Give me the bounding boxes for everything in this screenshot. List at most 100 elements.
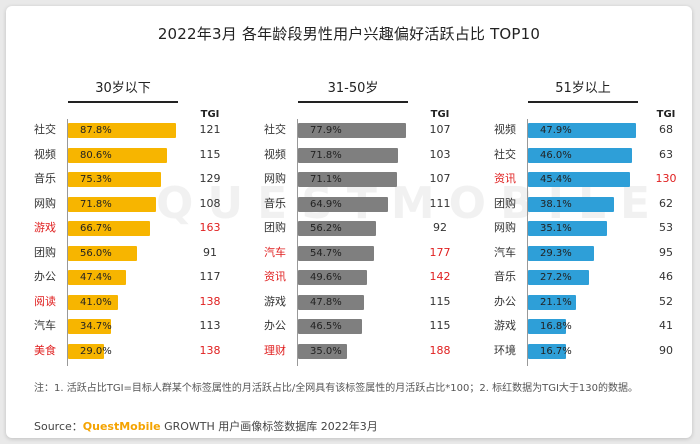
bar-value-label: 77.9%: [310, 125, 342, 136]
bar-value-label: 75.3%: [80, 174, 112, 185]
tgi-value: 188: [429, 343, 451, 357]
tgi-value: 46: [659, 270, 673, 283]
category-label: 社交: [264, 123, 286, 136]
bar-value-label: 35.0%: [310, 345, 342, 357]
category-label: 办公: [494, 294, 516, 308]
data-bar: [528, 221, 608, 236]
bar-value-label: 21.1%: [540, 296, 572, 308]
category-label: 网购: [34, 196, 56, 210]
category-label: 办公: [264, 319, 286, 332]
data-bar: [68, 319, 111, 334]
data-bar: [528, 294, 576, 310]
data-bar: [68, 123, 176, 138]
category-label: 社交: [494, 147, 516, 161]
tgi-value: 129: [199, 172, 221, 185]
tgi-value: 63: [659, 147, 673, 161]
data-bar: [68, 245, 137, 261]
category-label: 办公: [34, 270, 56, 283]
data-bar: [298, 196, 388, 212]
source-line: Source：QuestMobile GROWTH 用户画像标签数据库 2022…: [34, 418, 378, 434]
tgi-value: 115: [199, 147, 221, 161]
category-label: 团购: [34, 245, 56, 259]
category-label: 理财: [264, 343, 286, 357]
tgi-value: 177: [429, 245, 451, 259]
tgi-value: 138: [199, 343, 221, 357]
bar-value-label: 71.1%: [310, 174, 342, 185]
tgi-value: 115: [429, 319, 451, 332]
tgi-value: 130: [655, 172, 677, 185]
data-bar: [528, 245, 595, 261]
data-bar: [68, 221, 151, 236]
data-bar: [528, 196, 614, 212]
tgi-header: TGI: [430, 109, 450, 120]
data-bar: [528, 172, 631, 187]
bar-value-label: 34.7%: [80, 321, 112, 332]
data-bar: [528, 270, 590, 285]
tgi-value: 95: [659, 245, 673, 259]
bar-value-label: 46.0%: [540, 149, 572, 161]
category-label: 网购: [264, 172, 286, 185]
panel-title-underline: [298, 101, 408, 103]
bar-value-label: 80.6%: [80, 149, 112, 161]
data-bar: [68, 196, 157, 212]
tgi-value: 107: [429, 172, 451, 185]
tgi-value: 68: [659, 123, 673, 136]
bar-value-label: 41.0%: [80, 296, 112, 308]
bar-value-label: 46.5%: [310, 321, 342, 332]
data-bar: [528, 319, 566, 334]
data-bar: [68, 270, 127, 285]
data-bar: [68, 147, 168, 163]
data-bar: [298, 147, 398, 163]
bar-value-label: 29.3%: [540, 247, 572, 259]
category-label: 游戏: [494, 319, 516, 332]
category-axis-line: [297, 119, 298, 366]
data-bar: [298, 123, 406, 138]
category-label: 汽车: [264, 245, 286, 259]
tgi-value: 142: [429, 270, 451, 283]
bar-value-label: 16.7%: [540, 345, 572, 357]
bar-value-label: 87.8%: [80, 125, 112, 136]
category-label: 音乐: [34, 172, 56, 185]
category-label: 音乐: [264, 196, 286, 210]
bar-value-label: 35.1%: [540, 223, 572, 234]
category-label: 资讯: [264, 270, 286, 283]
bar-value-label: 47.9%: [540, 125, 572, 136]
category-label: 环境: [494, 343, 516, 357]
data-bar: [528, 343, 566, 359]
category-label: 游戏: [34, 221, 56, 234]
data-bar: [298, 172, 397, 187]
data-bar: [528, 147, 632, 163]
category-label: 视频: [494, 123, 516, 136]
chart-card: QUESTMOBILE 2022年3月 各年龄段男性用户兴趣偏好活跃占比 TOP…: [6, 6, 692, 438]
data-bar: [528, 123, 636, 138]
tgi-value: 103: [429, 147, 451, 161]
category-axis-line: [527, 119, 528, 366]
bar-value-label: 71.8%: [310, 149, 342, 161]
tgi-header: TGI: [656, 109, 676, 120]
footnote: 注：1. 活跃占比TGI=目标人群某个标签属性的月活跃占比/全网具有该标签属性的…: [34, 383, 638, 394]
chart-title: 2022年3月 各年龄段男性用户兴趣偏好活跃占比 TOP10: [157, 25, 541, 43]
bar-value-label: 16.8%: [540, 321, 572, 332]
tgi-value: 41: [659, 319, 673, 332]
source-brand: QuestMobile: [82, 420, 161, 433]
category-label: 资讯: [494, 172, 516, 185]
panel-title: 31-50岁: [298, 77, 408, 103]
data-bar: [68, 172, 161, 187]
bar-value-label: 64.9%: [310, 198, 342, 210]
panel-title: 51岁以上: [528, 77, 638, 103]
bar-value-label: 47.8%: [310, 296, 342, 308]
data-bar: [298, 245, 374, 261]
data-bar: [298, 343, 347, 359]
category-label: 阅读: [34, 294, 56, 308]
data-bar: [298, 319, 363, 334]
tgi-value: 113: [199, 319, 221, 332]
data-bar: [68, 343, 104, 359]
panel-title: 30岁以下: [68, 77, 178, 103]
category-label: 社交: [34, 123, 56, 136]
tgi-value: 117: [199, 270, 221, 283]
tgi-value: 138: [199, 294, 221, 308]
category-label: 游戏: [264, 294, 286, 308]
tgi-header: TGI: [200, 109, 220, 120]
bar-value-label: 56.2%: [310, 223, 342, 234]
bar-value-label: 54.7%: [310, 247, 342, 259]
